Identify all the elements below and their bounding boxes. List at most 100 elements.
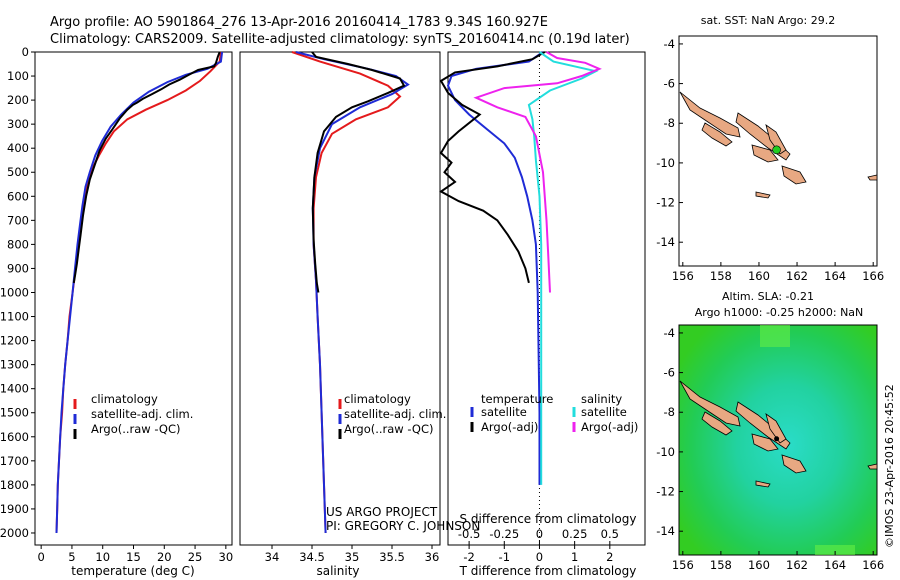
y-tick-label: 1000 [0,285,29,299]
project-annotation: US ARGO PROJECT [326,505,438,519]
x-tick-label: 0 [37,550,44,564]
map-y-tick-label: -8 [664,405,675,419]
difference-legend: temperature satellite Argo(-adj) salinit… [470,392,638,434]
island-choiseul [679,380,741,427]
island-guadalcanal [751,144,779,163]
map-x-tick-label: 158 [710,558,732,572]
island-new-georgia [701,122,733,147]
map-y-tick-label: -12 [656,196,675,210]
map-x-tick-label: 162 [786,558,808,572]
temperature-series-climatology [55,51,222,534]
salinity-panel: 34 34.5 35 35.5 36 climatology satellite-adj… [239,51,480,578]
temperature-panel: 0100200300400500600700800900100011001200… [0,45,233,578]
y-tick-label: 1900 [0,502,29,516]
s-tick-label: -0.5 [458,527,480,541]
map-x-tick-label: 166 [862,269,884,283]
map-x-tick-label: 162 [786,269,808,283]
island-rennell [755,480,771,488]
salinity-series-argo [311,51,406,293]
x-tick-label: 36 [425,550,440,564]
map-x-tick-label: 160 [748,558,770,572]
salinity-series-climatology [291,51,402,534]
y-tick-label: 700 [7,213,29,227]
map-x-tick-label: 156 [672,269,694,283]
y-tick-label: 1300 [0,358,29,372]
legend-climatology: climatology [344,392,411,406]
y-tick-label: 1100 [0,310,29,324]
salinity-xlabel: salinity [316,564,359,578]
y-tick-label: 800 [7,237,29,251]
profile-location-marker [772,145,781,155]
sla-high-patch [760,325,790,347]
map-y-tick-label: -6 [664,77,675,91]
s-tick-label: 0.5 [601,527,619,541]
header-line2: Climatology: CARS2009. Satellite-adjuste… [50,32,630,47]
y-tick-label: 900 [7,261,29,275]
difference-series-s-satellite [527,51,599,485]
salinity-frame [239,51,441,546]
legend-temperature-title: temperature [481,392,553,406]
sst-map: sat. SST: NaN Argo: 29.2 156 158 160 162 164… [656,14,884,283]
temperature-series-satellite [55,51,224,534]
s-tick-label: -0.25 [489,527,519,541]
x-tick-label: 0 [536,550,543,564]
y-tick-label: 1800 [0,478,29,492]
x-tick-label: 30 [219,550,234,564]
y-tick-label: 0 [22,45,29,59]
legend-satellite: satellite-adj. clim. [344,407,446,421]
sla-map-title-line1: Altim. SLA: -0.21 [722,290,814,303]
x-tick-label: 2 [606,550,613,564]
map-x-tick-label: 164 [824,269,846,283]
sla-high-patch [815,545,855,555]
island-new-georgia [701,411,733,436]
y-tick-label: 2000 [0,526,29,540]
difference-panel: -2 -1 0 1 2 -0.5 -0.25 0 0.25 0.5 temperature sat… [439,51,646,578]
x-tick-label: 25 [188,550,203,564]
map-x-tick-label: 160 [748,269,770,283]
salinity-legend: climatology satellite-adj. clim. Argo(..… [338,392,446,439]
s-tick-label: 0 [536,527,543,541]
legend-argo: Argo(..raw -QC) [91,422,181,436]
y-tick-label: 600 [7,189,29,203]
island-guadalcanal [751,433,779,452]
x-tick-label: 10 [95,550,110,564]
difference-frame [447,51,646,546]
map-y-tick-label: -10 [656,156,675,170]
island-east [867,463,878,470]
island-malaita [765,124,787,155]
x-tick-label: 34.5 [299,550,325,564]
imos-credit: ©IMOS 23-Apr-2016 20:45:52 [883,384,896,548]
temperature-series-argo [72,51,221,284]
map-y-tick-label: -8 [664,116,675,130]
x-tick-label: 5 [68,550,75,564]
x-tick-label: 35.5 [379,550,405,564]
x-tick-label: 15 [126,550,141,564]
t-difference-xlabel: T difference from climatology [459,564,637,578]
legend-s-argo: Argo(-adj) [581,420,638,434]
y-tick-label: 1200 [0,334,29,348]
y-tick-label: 1500 [0,406,29,420]
difference-series-t-argo [439,51,546,284]
sla-map-title-line2: Argo h1000: -0.25 h2000: NaN [695,306,864,319]
map-x-tick-label: 166 [862,558,884,572]
y-tick-label: 400 [7,141,29,155]
y-tick-label: 1600 [0,430,29,444]
s-tick-label: 0.25 [562,527,588,541]
salinity-series-satellite [295,51,410,534]
legend-argo: Argo(..raw -QC) [344,422,434,436]
temperature-legend: climatology satellite-adj. clim. Argo(..… [73,392,193,439]
map-y-tick-label: -6 [664,366,675,380]
sst-map-title: sat. SST: NaN Argo: 29.2 [701,14,835,27]
x-tick-label: 35 [345,550,360,564]
difference-series-s-argo [473,51,602,293]
difference-series-t-satellite [446,51,544,485]
island-choiseul [679,91,741,138]
map-y-tick-label: -4 [664,326,675,340]
map-x-tick-label: 156 [672,558,694,572]
map-y-tick-label: -10 [656,445,675,459]
s-difference-xlabel: S difference from climatology [460,512,637,526]
map-y-tick-label: -14 [656,524,675,538]
pi-annotation: PI: GREGORY C. JOHNSON [326,519,480,533]
x-tick-label: 1 [571,550,578,564]
